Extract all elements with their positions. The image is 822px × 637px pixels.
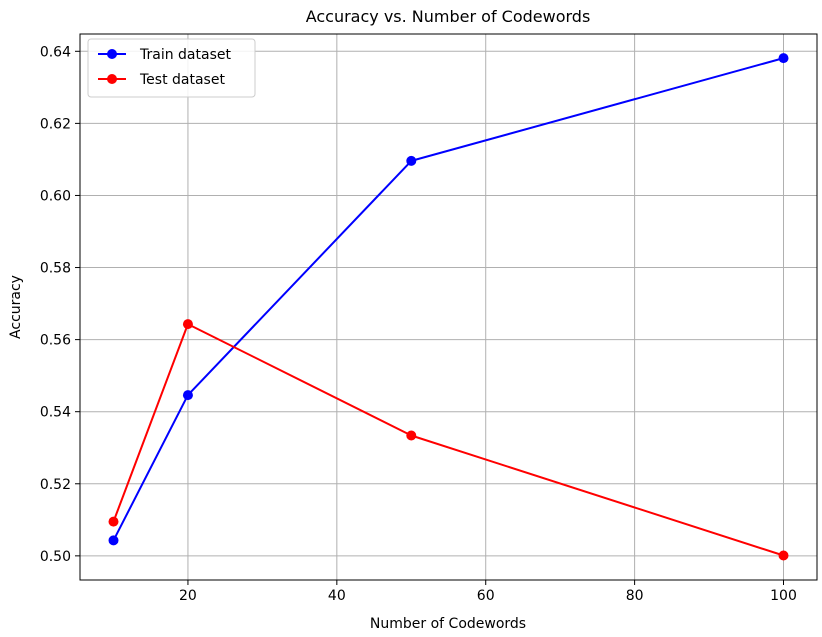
y-tick-label: 0.58 — [40, 261, 71, 277]
data-point-test — [778, 550, 789, 561]
chart-title: Accuracy vs. Number of Codewords — [306, 7, 591, 26]
x-tick-label: 20 — [179, 588, 197, 604]
y-tick-label: 0.60 — [40, 188, 71, 204]
y-tick-label: 0.62 — [40, 116, 71, 132]
legend-marker-train — [107, 49, 117, 59]
plot-area-frame — [79, 33, 818, 581]
x-axis-label: Number of Codewords — [370, 616, 526, 632]
data-point-train — [778, 53, 789, 64]
legend-box — [87, 38, 256, 98]
x-tick-label: 60 — [477, 588, 495, 604]
y-tick-label: 0.56 — [40, 333, 71, 349]
y-tick-label: 0.50 — [40, 549, 71, 565]
legend-label-test: Test dataset — [139, 72, 225, 88]
legend-marker-test — [107, 74, 117, 84]
x-tick-label: 80 — [626, 588, 644, 604]
y-tick-label: 0.52 — [40, 477, 71, 493]
grid — [80, 34, 817, 580]
data-point-train — [182, 390, 193, 401]
y-tick-label: 0.64 — [40, 44, 71, 60]
y-tick-label: 0.54 — [40, 405, 71, 421]
series-line-train — [112, 57, 784, 541]
axis-ticks: 20 40 60 80 100 0.50 0.52 0.54 0.56 0.58 0.60 0.62 0… — [40, 44, 797, 604]
x-tick-label: 40 — [328, 588, 346, 604]
y-axis-label: Accuracy — [8, 275, 24, 339]
data-point-train — [108, 535, 119, 546]
plot-series — [108, 53, 789, 561]
data-point-test — [182, 319, 193, 330]
legend-label-train: Train dataset — [139, 47, 231, 63]
data-point-train — [406, 155, 417, 166]
series-line-test — [112, 323, 784, 557]
data-point-test — [406, 430, 417, 441]
legend: Train dataset Test dataset — [87, 38, 256, 98]
data-point-test — [108, 516, 119, 527]
x-tick-label: 100 — [770, 588, 797, 604]
